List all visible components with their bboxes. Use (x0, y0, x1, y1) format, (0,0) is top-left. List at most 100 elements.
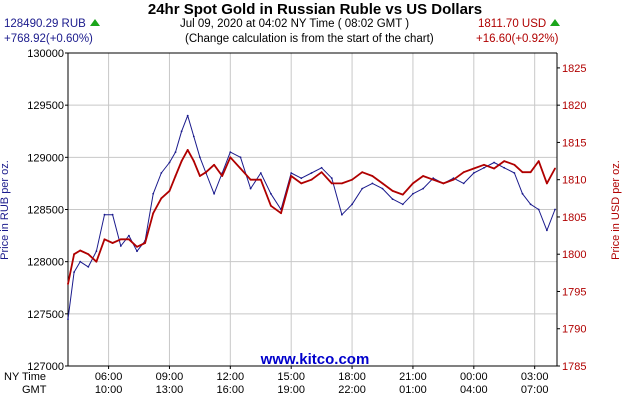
data-point-rub (79, 260, 82, 263)
data-point-usd (160, 197, 163, 200)
data-point-usd (95, 260, 98, 263)
up-arrow-icon (550, 19, 561, 26)
data-point-usd (168, 190, 171, 192)
x-tick-label-gmt: 16:00 (217, 384, 245, 396)
data-point-usd (537, 160, 540, 163)
data-point-rub (513, 172, 516, 174)
watermark-link[interactable]: www.kitco.com (260, 351, 370, 368)
data-point-usd (493, 167, 495, 170)
rub-price: 128490.29 RUB (4, 18, 100, 30)
y-tick-label-right: 1820 (562, 100, 586, 112)
data-point-usd (205, 171, 207, 174)
chart-note: (Change calculation is from the start of… (185, 33, 434, 45)
data-point-rub (300, 177, 303, 180)
usd-price: 1811.70 USD (478, 18, 561, 30)
data-point-rub (87, 266, 90, 268)
data-point-usd (401, 193, 404, 196)
data-point-usd (546, 182, 548, 185)
data-point-rub (529, 203, 532, 206)
data-point-usd (103, 238, 106, 241)
usd-price-value: 1811.70 USD (478, 18, 547, 30)
data-point-usd (412, 182, 414, 185)
data-point-rub (103, 213, 106, 216)
data-point-usd (391, 190, 394, 192)
data-point-usd (73, 253, 75, 256)
x-tick-label-ny: 06:00 (95, 371, 123, 383)
tick-labels: 127000 127500 128000 128500 129000 129500 1300… (4, 48, 586, 396)
y-tick-label-left: 129500 (27, 100, 64, 112)
data-point-rub (199, 156, 201, 159)
data-point-rub (192, 135, 195, 138)
data-point-usd (152, 212, 155, 215)
data-point-rub (503, 166, 506, 169)
usd-change: +16.60(+0.92%) (476, 33, 559, 45)
data-point-usd (513, 163, 516, 166)
data-point-usd (320, 171, 323, 174)
data-point-rub (119, 245, 122, 247)
x-tick-label-gmt: 10:00 (95, 384, 123, 396)
data-point-rub (521, 192, 524, 195)
y-tick-label-right: 1795 (562, 286, 586, 298)
rub-price-value: 128490.29 RUB (4, 18, 86, 30)
data-point-usd (483, 163, 485, 166)
data-point-usd (199, 175, 201, 177)
data-point-usd (381, 182, 384, 185)
data-point-usd (290, 175, 293, 177)
x-row-label-ny: NY Time (4, 371, 46, 383)
data-point-rub (73, 271, 75, 273)
data-point-rub (111, 213, 114, 216)
y-tick-label-right: 1785 (562, 361, 586, 373)
data-point-usd (67, 283, 69, 285)
data-point-rub (152, 192, 155, 195)
data-point-usd (111, 242, 114, 244)
data-point-usd (452, 178, 455, 181)
data-point-rub (320, 166, 323, 169)
data-point-usd (186, 149, 189, 151)
data-point-usd (529, 171, 532, 174)
data-point-usd (503, 160, 506, 163)
chart-datetime: Jul 09, 2020 at 04:02 NY Time ( 08:02 GM… (180, 18, 410, 30)
data-point-rub (401, 203, 404, 206)
data-point-usd (462, 171, 465, 174)
data-point-usd (371, 175, 374, 177)
data-point-usd (229, 156, 232, 159)
y-tick-label-right: 1805 (562, 212, 586, 224)
data-point-rub (472, 172, 475, 174)
data-point-usd (239, 167, 242, 170)
data-point-usd (87, 253, 90, 256)
y-tick-label-right: 1815 (562, 137, 586, 149)
data-point-rub (249, 187, 252, 190)
y-tick-label-right: 1790 (562, 324, 586, 336)
data-point-rub (259, 172, 262, 174)
data-point-rub (554, 208, 556, 211)
data-point-rub (462, 182, 465, 185)
data-point-usd (221, 175, 224, 177)
data-point-rub (381, 187, 384, 190)
data-point-usd (259, 178, 262, 181)
data-point-usd (144, 242, 147, 244)
data-point-rub (330, 177, 333, 180)
data-point-usd (280, 212, 282, 215)
data-point-rub (67, 318, 69, 320)
data-point-usd (192, 160, 195, 163)
series-lines (67, 114, 556, 320)
data-point-usd (351, 178, 353, 181)
data-point-usd (127, 238, 130, 241)
data-point-rub (371, 182, 374, 185)
series-line-usd (67, 148, 556, 285)
data-point-usd (472, 167, 475, 170)
data-point-usd (119, 238, 122, 241)
up-arrow-icon (89, 19, 100, 26)
y-tick-label-right: 1825 (562, 63, 586, 75)
data-point-usd (432, 178, 435, 181)
data-point-rub (422, 187, 424, 190)
x-tick-label-gmt: 22:00 (338, 384, 366, 396)
data-point-rub (361, 187, 364, 190)
data-point-rub (95, 250, 98, 253)
y-tick-label-right: 1800 (562, 249, 586, 261)
data-point-rub (391, 198, 394, 201)
y-tick-label-left: 130000 (27, 48, 64, 60)
y-tick-label-left: 128000 (27, 257, 64, 269)
data-point-rub (168, 161, 171, 164)
x-tick-label-ny: 21:00 (399, 371, 427, 383)
